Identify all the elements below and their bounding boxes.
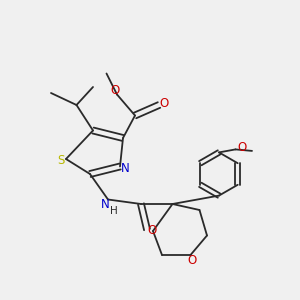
Text: O: O bbox=[238, 141, 247, 154]
Text: O: O bbox=[110, 83, 119, 97]
Text: O: O bbox=[148, 224, 157, 238]
Text: O: O bbox=[188, 254, 196, 267]
Text: S: S bbox=[57, 154, 64, 167]
Text: N: N bbox=[100, 197, 109, 211]
Text: O: O bbox=[160, 97, 169, 110]
Text: N: N bbox=[121, 162, 130, 176]
Text: H: H bbox=[110, 206, 118, 216]
